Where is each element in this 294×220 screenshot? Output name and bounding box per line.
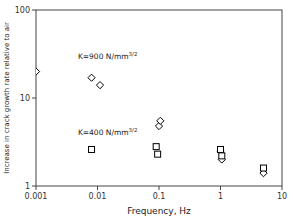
annotation: K=400 N/mm3/2 — [78, 127, 138, 137]
x-axis-label: Frequency, Hz — [127, 206, 191, 216]
y-tick — [32, 98, 36, 99]
point — [260, 165, 266, 171]
x-tick — [159, 186, 160, 190]
point — [219, 153, 225, 159]
y-tick — [32, 10, 36, 11]
point — [153, 144, 159, 150]
x-tick — [282, 186, 283, 190]
point — [157, 117, 164, 124]
y-axis-label: Increase in crack growth rate relative t… — [3, 22, 11, 174]
chart: 0.001 0.01 0.1 1 10 1 10 100 Frequency, Hz Increa… — [0, 0, 294, 220]
y-tick — [32, 186, 36, 187]
x-tick — [36, 186, 37, 190]
point — [96, 82, 103, 89]
x-tick-label: 0.1 — [153, 192, 166, 201]
point — [36, 68, 40, 75]
point — [218, 146, 224, 152]
plot-frame — [36, 10, 282, 186]
x-tick-label: 0.001 — [25, 192, 48, 201]
y-tick-label: 1 — [25, 182, 30, 191]
annotation-text: K=900 N/mm — [78, 52, 129, 61]
x-tick-label: 1 — [218, 192, 223, 201]
marks — [36, 68, 267, 177]
annotation-sup: 3/2 — [129, 51, 138, 57]
annotation-text: K=400 N/mm — [78, 128, 129, 137]
y-tick-label: 10 — [20, 94, 30, 103]
x-tick-label: 10 — [277, 192, 287, 201]
x-tick — [97, 186, 98, 190]
x-tick-label: 0.01 — [89, 192, 107, 201]
annotation-sup: 3/2 — [129, 127, 138, 133]
point — [88, 74, 95, 81]
y-tick-label: 100 — [15, 6, 30, 15]
annotation: K=900 N/mm3/2 — [78, 51, 138, 61]
x-tick — [220, 186, 221, 190]
point — [155, 151, 161, 157]
point — [89, 146, 95, 152]
